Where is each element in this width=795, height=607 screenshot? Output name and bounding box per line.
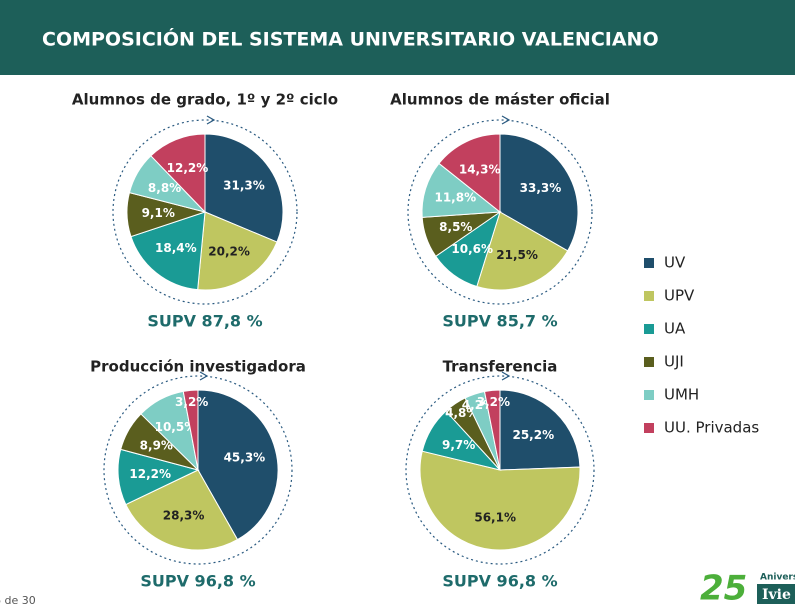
logo-name: Ivie	[762, 587, 791, 603]
data-label: 8,9%	[140, 439, 173, 453]
data-label: 8,5%	[439, 220, 472, 234]
pie-slice	[204, 133, 284, 243]
data-label: 21,5%	[496, 248, 538, 262]
data-label: 12,2%	[167, 161, 209, 175]
chart-annotation: SUPV 85,7 %	[442, 312, 557, 331]
data-label: 10,6%	[451, 242, 493, 256]
legend-swatch	[644, 324, 654, 334]
pie-slice	[483, 389, 501, 471]
dashed-ring	[112, 119, 298, 305]
legend-label: UV	[664, 254, 686, 272]
pie-slice	[130, 211, 206, 291]
logo-box	[757, 584, 795, 604]
legend-swatch	[644, 258, 654, 268]
pie-slice	[438, 133, 501, 214]
chart-title: Transferencia	[443, 358, 558, 376]
data-label: 28,3%	[163, 508, 205, 522]
pie-slice	[125, 469, 239, 551]
data-label: 12,2%	[129, 467, 171, 481]
ring-arrow	[501, 115, 511, 125]
legend-label: UPV	[664, 287, 695, 305]
header-bar	[0, 0, 795, 75]
legend-label: UU. Privadas	[664, 419, 759, 437]
data-label: 4,8%	[445, 406, 478, 420]
data-label: 45,3%	[224, 450, 266, 464]
data-label: 11,8%	[434, 191, 476, 205]
data-label: 9,1%	[142, 206, 175, 220]
legend-swatch	[644, 357, 654, 367]
data-label: 56,1%	[474, 510, 516, 524]
legend-swatch	[644, 291, 654, 301]
ring-arrow	[501, 371, 511, 381]
data-label: 8,8%	[148, 181, 181, 195]
logo-caption: Aniversario	[760, 573, 795, 583]
data-label: 31,3%	[223, 179, 265, 193]
chart-annotation: SUPV 87,8 %	[147, 312, 262, 331]
legend-label: UA	[664, 320, 686, 338]
pie-slice	[499, 389, 581, 471]
pie-slice	[476, 211, 569, 291]
pie-slice	[499, 133, 579, 252]
chart-title: Alumnos de grado, 1º y 2º ciclo	[72, 91, 338, 109]
legend-label: UMH	[664, 386, 699, 404]
chart-title: Producción investigadora	[90, 358, 306, 376]
ring-arrow	[199, 371, 209, 381]
data-label: 18,4%	[155, 241, 197, 255]
dashed-ring	[407, 119, 593, 305]
data-label: 14,3%	[459, 162, 501, 176]
dashed-ring	[405, 375, 595, 565]
dashed-ring	[103, 375, 293, 565]
pie-slice	[150, 133, 206, 214]
logo-number: 25	[700, 569, 747, 607]
chart-annotation: SUPV 96,8 %	[442, 572, 557, 591]
data-label: 3,2%	[175, 395, 208, 409]
pie-slice	[419, 450, 581, 551]
legend-swatch	[644, 423, 654, 433]
data-label: 9,7%	[442, 438, 475, 452]
legend-label: UJI	[664, 353, 684, 371]
data-label: 20,2%	[208, 245, 250, 259]
data-label: 3,2%	[477, 395, 510, 409]
pie-slice	[182, 389, 199, 471]
pie-slice	[197, 389, 279, 541]
chart-annotation: SUPV 96,8 %	[140, 572, 255, 591]
pie-slice	[197, 211, 278, 291]
legend-swatch	[644, 390, 654, 400]
data-label: 25,2%	[512, 428, 554, 442]
chart-title: Alumnos de máster oficial	[390, 91, 610, 109]
slide-title: COMPOSICIÓN DEL SISTEMA UNIVERSITARIO VA…	[42, 27, 659, 51]
page-number: 6 de 30	[0, 594, 36, 607]
data-label: 10,5%	[155, 420, 197, 434]
data-label: 33,3%	[520, 181, 562, 195]
ring-arrow	[206, 115, 216, 125]
